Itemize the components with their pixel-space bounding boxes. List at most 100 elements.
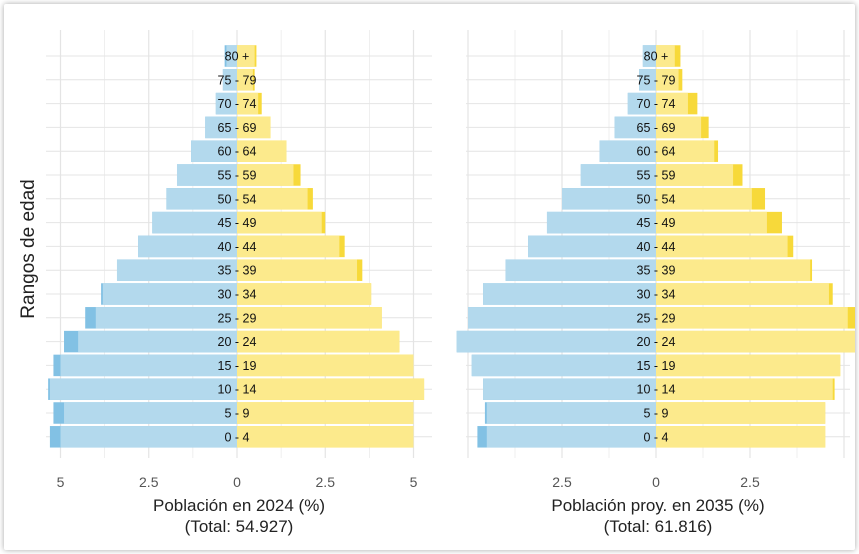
age-group-label: 5 - 9 [643, 407, 668, 421]
bar-left-60-64 [191, 140, 237, 162]
bar-right-75-79 [656, 69, 679, 91]
bar-left-20-24 [456, 330, 656, 353]
bar-right-25-29 [237, 307, 382, 329]
bar-right-10-14 [656, 378, 833, 400]
age-group-label: 75 - 79 [218, 73, 257, 87]
bar-right-75-79 [237, 69, 253, 91]
x-axis-total-label: (Total: 61.816) [604, 517, 713, 536]
bar-right-60-64 [656, 140, 715, 162]
x-tick-label: 0 [233, 474, 241, 490]
age-group-label: 10 - 14 [637, 383, 676, 397]
bar-left-25-29 [95, 307, 237, 329]
bar-right-0-4 [237, 426, 414, 448]
x-axis-label: Población proy. en 2035 (%) [551, 496, 764, 515]
bar-right-50-54 [656, 188, 752, 210]
bar-left-35-39 [505, 259, 656, 281]
age-group-label: 45 - 49 [218, 216, 257, 230]
age-group-label: 60 - 64 [218, 145, 257, 159]
x-tick-label: 2.5 [316, 474, 336, 490]
bar-left-15-19 [471, 354, 656, 377]
bar-right-20-24 [656, 330, 855, 353]
bar-left-40-44 [138, 235, 237, 258]
x-axis-total-label: (Total: 54.927) [185, 517, 294, 536]
age-group-label: 80 + [644, 50, 669, 64]
age-group-label: 45 - 49 [637, 216, 676, 230]
age-group-label: 40 - 44 [218, 240, 257, 254]
x-tick-label: 0 [652, 474, 660, 490]
chart-frame: 0 - 4 5 - 9 10 - 14 15 - 19 20 - 24 25 - 29 30… [4, 4, 855, 550]
pyramid-panel-1: 0 - 4 5 - 9 10 - 14 15 - 19 20 - 24 25 - 29 30… [46, 30, 432, 536]
bar-left-25-29 [468, 307, 656, 329]
age-group-label: 0 - 4 [224, 430, 249, 444]
age-group-label: 30 - 34 [218, 288, 257, 302]
x-tick-label: 2.5 [552, 474, 572, 490]
bar-right-40-44 [656, 235, 788, 258]
bar-right-35-39 [656, 259, 811, 281]
age-group-label: 30 - 34 [637, 288, 676, 302]
bar-right-70-74 [656, 92, 688, 115]
bar-left-80- [226, 45, 237, 67]
bar-left-70-74 [627, 92, 656, 115]
bar-left-40-44 [528, 235, 656, 258]
x-tick-label: 5 [410, 474, 418, 490]
bar-left-55-59 [176, 164, 237, 186]
bar-right-80- [237, 45, 255, 67]
bar-left-20-24 [78, 330, 238, 353]
y-axis-label: Rangos de edad [18, 179, 39, 318]
population-pyramid-chart: 0 - 4 5 - 9 10 - 14 15 - 19 20 - 24 25 - 29 30… [18, 30, 855, 536]
age-group-label: 40 - 44 [637, 240, 676, 254]
bar-right-50-54 [237, 188, 308, 210]
bar-left-15-19 [60, 354, 237, 377]
x-tick-label: 2.5 [740, 474, 760, 490]
x-axis-label: Población en 2024 (%) [153, 496, 325, 515]
bar-left-75-79 [639, 69, 656, 91]
bar-left-45-49 [546, 211, 656, 234]
age-group-label: 55 - 59 [637, 169, 676, 183]
bar-left-30-34 [483, 283, 656, 305]
bar-left-65-69 [614, 116, 656, 139]
bar-right-40-44 [237, 235, 340, 258]
bar-left-50-54 [166, 188, 237, 210]
age-group-label: 75 - 79 [637, 73, 676, 87]
age-group-label: 25 - 29 [218, 311, 257, 325]
bar-left-45-49 [152, 211, 237, 234]
bar-left-5-9 [64, 402, 237, 424]
bar-right-30-34 [656, 283, 829, 305]
bar-right-55-59 [656, 164, 734, 186]
age-group-label: 60 - 64 [637, 145, 676, 159]
bar-right-45-49 [237, 211, 322, 234]
age-group-label: 65 - 69 [637, 121, 676, 135]
bar-right-10-14 [237, 378, 425, 400]
age-group-label: 50 - 54 [218, 192, 257, 206]
age-group-label: 70 - 74 [637, 97, 676, 111]
bar-left-75-79 [222, 69, 237, 91]
bar-left-10-14 [49, 378, 237, 400]
age-group-label: 25 - 29 [637, 311, 676, 325]
age-group-label: 10 - 14 [218, 383, 257, 397]
age-group-label: 70 - 74 [218, 97, 257, 111]
x-tick-label: 2.5 [139, 474, 159, 490]
age-group-label: 35 - 39 [637, 264, 676, 278]
bar-left-55-59 [580, 164, 656, 186]
bar-left-60-64 [599, 140, 656, 162]
bar-left-50-54 [562, 188, 656, 210]
bar-left-65-69 [205, 116, 237, 139]
age-group-label: 15 - 19 [637, 359, 676, 373]
bar-right-60-64 [237, 140, 287, 162]
age-group-label: 80 + [225, 50, 250, 64]
bar-right-70-74 [237, 92, 259, 115]
pyramid-panel-2: 0 - 4 5 - 9 10 - 14 15 - 19 20 - 24 25 - 29 30… [456, 30, 855, 536]
age-group-label: 20 - 24 [637, 335, 676, 349]
bar-left-10-14 [483, 378, 656, 400]
bar-right-65-69 [237, 116, 271, 139]
bar-right-0-4 [656, 426, 826, 448]
x-tick-label: 5 [57, 474, 65, 490]
age-group-label: 5 - 9 [224, 407, 249, 421]
bar-left-35-39 [116, 259, 237, 281]
bar-left-5-9 [486, 402, 656, 424]
age-group-label: 20 - 24 [218, 335, 257, 349]
bar-right-15-19 [656, 354, 841, 377]
age-group-label: 65 - 69 [218, 121, 257, 135]
bar-right-45-49 [656, 211, 767, 234]
bar-right-15-19 [237, 354, 414, 377]
